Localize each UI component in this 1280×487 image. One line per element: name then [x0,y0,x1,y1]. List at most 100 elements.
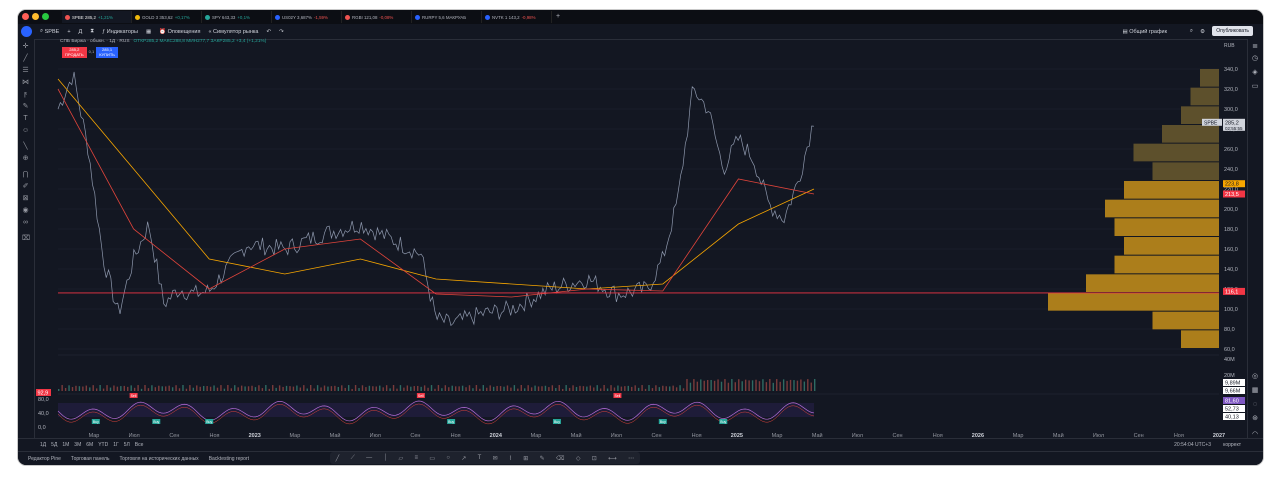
tab-spbe[interactable]: SPBE 285,2 +1,21% [62,11,132,23]
range-5л[interactable]: 5Л [123,442,130,448]
volume-bar [430,385,433,391]
range-1д[interactable]: 1Д [40,442,47,448]
trend-line-icon[interactable]: ╱ [335,455,340,462]
signal-icon[interactable]: ◠ [1251,431,1259,438]
indicators-button[interactable]: ƒ Индикаторы [102,29,138,35]
more-icon[interactable]: ⋯ [628,455,635,462]
watchlist-icon[interactable]: ≣ [1252,43,1258,50]
redo-button[interactable]: ↷ [279,29,284,35]
minimize-window-icon[interactable] [32,13,39,20]
zoom-icon[interactable]: ⊕ [22,155,29,162]
range-5д[interactable]: 5Д [51,442,58,448]
undo-button[interactable]: ↶ [267,29,272,35]
pencil-lock-icon[interactable]: ✐ [22,183,29,190]
new-tab-icon[interactable]: + [556,13,561,20]
quick-search-button[interactable]: ⌕ [1190,28,1193,35]
tab-flag-icon [205,14,210,20]
brush-icon[interactable]: ✎ [22,103,29,110]
main-chart[interactable]: 340,0320,0300,0280,0260,0240,0220,0200,0… [34,39,1248,439]
sell-button[interactable]: 285,2 ПРОДАТЬ [62,47,87,58]
channel-icon[interactable]: ▱ [398,455,404,462]
avatar[interactable] [21,26,32,37]
volume-bar [741,381,743,391]
pitchfork-icon[interactable]: ⋈ [22,79,29,86]
clock-icon[interactable]: ◷ [1251,55,1259,62]
panel-tab[interactable]: Backtesting report [208,456,249,462]
magnet-icon[interactable]: ⋂ [22,171,29,178]
ruler-icon[interactable]: ╲ [23,143,28,150]
volume-bar [247,386,250,391]
tab-us02y[interactable]: US02Y 3,687% -1,59% [272,11,342,23]
tab-gold[interactable]: GOLD 3 353,62 +0,17% [132,11,202,23]
volume-tick-label: 40M [1224,357,1235,363]
clock-readout[interactable]: 20:54:04 UTC+3 [1174,442,1211,448]
emoji-icon[interactable]: ☺ [22,127,30,134]
circle-icon[interactable]: ○ [446,455,450,461]
fib-icon[interactable]: ≡ [414,455,419,461]
tab-rgbi[interactable]: RGBI 121,08 -0,08% [342,11,412,23]
calendar-icon[interactable]: ▦ [1251,387,1259,394]
buy-button[interactable]: 285,1 КУПИТЬ [96,47,118,58]
gann-icon[interactable]: ⊡ [591,455,597,462]
crosshair-icon[interactable]: ✛ [22,43,29,50]
settings-button[interactable]: ⚙ [1200,29,1205,35]
chat-icon[interactable]: ▭ [1251,83,1259,90]
add-compare-button[interactable]: + [67,29,70,35]
templates-button[interactable]: ▦ [146,29,151,35]
chart-type-button[interactable]: ⧗ [90,28,94,35]
close-window-icon[interactable] [22,13,29,20]
tab-rurpy-5-6[interactable]: RURPY 5,6 МАКРУАБ [412,11,482,23]
fib-icon[interactable]: ϝ [24,91,27,98]
layout-button[interactable]: ▤ Общий график [1123,29,1168,35]
currency-label: RUB [1224,43,1235,49]
globe-icon[interactable]: ⊛ [1252,415,1258,422]
tab-nvtk[interactable]: NVTK 1 143,2 -0,98% [482,11,552,23]
measure-icon[interactable]: ⊞ [523,455,529,462]
range-1м[interactable]: 1М [62,442,70,448]
range-1г[interactable]: 1Г [113,442,119,448]
brush-icon[interactable]: ✎ [539,455,545,462]
pattern-icon[interactable]: ◇ [575,455,581,462]
symbol-search-button[interactable]: ⌕ SPBE [40,28,59,35]
volume-bar [748,380,750,391]
tab-change: -0,08% [379,14,394,20]
path-icon[interactable]: ⌇ [509,455,512,462]
trend-line-icon[interactable]: ╱ [23,55,28,62]
link-icon[interactable]: ∞ [23,219,28,226]
panel-tab[interactable]: Торговая панель [70,456,110,462]
note-icon[interactable]: ✉ [492,455,498,462]
alerts-button[interactable]: ⏰ Оповещения [159,29,200,35]
ray-icon[interactable]: ⟋ [350,454,355,461]
eye-icon[interactable]: ◉ [22,207,29,214]
horizontal-line-icon[interactable]: — [366,455,373,461]
tab-spy[interactable]: SPY 643,33 +0,1% [202,11,272,23]
drawing-toolbar: ✛ ╱ ☰ ⋈ ϝ ✎ T ☺ ╲ ⊕ ⋂ ✐ ⊠ ◉ ∞ ⌧ [18,39,35,449]
horizontal-line-icon[interactable]: ☰ [22,67,29,74]
range-3м[interactable]: 3М [74,442,82,448]
text-icon[interactable]: T [23,115,28,122]
eraser-icon[interactable]: ⌫ [556,455,565,462]
vertical-line-icon[interactable]: │ [383,455,388,461]
maximize-window-icon[interactable] [42,13,49,20]
replay-button[interactable]: « Симулятор рынка [208,29,258,35]
panel-tab[interactable]: Редактор Pine [28,456,61,462]
range-6м[interactable]: 6М [86,442,94,448]
ideas-icon[interactable]: ◎ [1251,373,1259,380]
text-icon[interactable]: T [477,455,482,461]
notifications-icon[interactable]: ◌ [1252,401,1258,408]
volume-tag-bg [1223,379,1245,386]
trash-icon[interactable]: ⌧ [22,235,31,242]
volume-bar [658,387,661,391]
interval-button[interactable]: Д [79,29,83,35]
range-все[interactable]: Все [134,442,144,448]
publish-button[interactable]: Опубликовать [1212,26,1253,36]
adjust-mode[interactable]: коррект [1223,442,1241,448]
arrow-icon[interactable]: ↗ [461,455,467,462]
rectangle-icon[interactable]: ▭ [429,455,436,462]
ruler-icon[interactable]: ⟷ [608,455,617,462]
range-ytd[interactable]: YTD [98,442,109,448]
lock-icon[interactable]: ⊠ [22,195,29,202]
layers-icon[interactable]: ◈ [1252,69,1258,76]
panel-tab[interactable]: Торговля на исторических данных [119,456,199,462]
y-tick-label: 300,0 [1224,107,1238,113]
